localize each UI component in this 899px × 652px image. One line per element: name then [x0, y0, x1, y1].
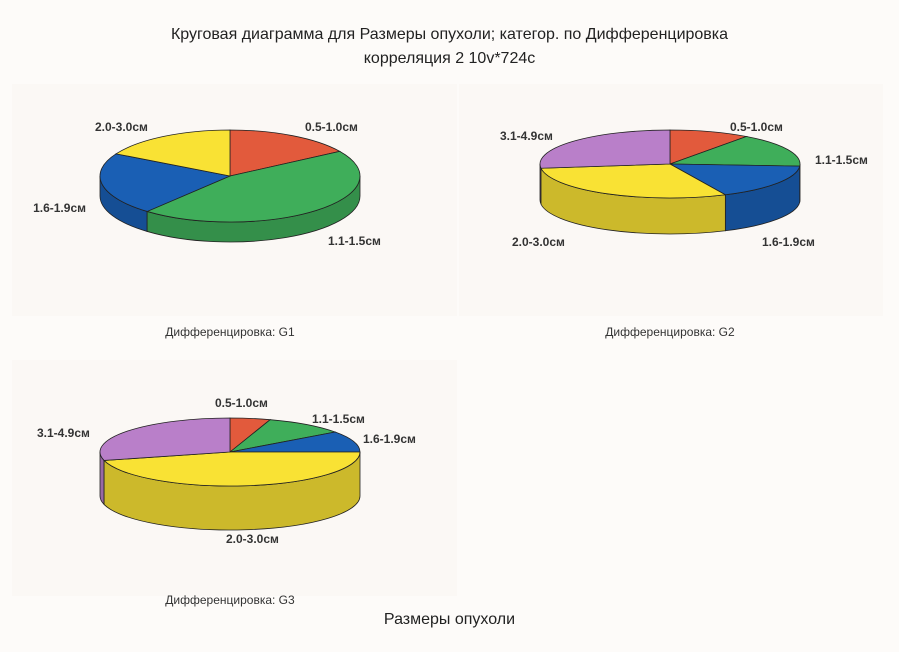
slice-label-1.1-1.5см: 1.1-1.5см	[815, 153, 868, 167]
slice-label-0.5-1.0см: 0.5-1.0см	[730, 120, 783, 134]
slice-label-3.1-4.9см: 3.1-4.9см	[37, 426, 90, 440]
slice-label-2.0-3.0см: 2.0-3.0см	[226, 532, 279, 546]
pie-slice-0.5-1.0см	[229, 129, 341, 177]
pie-chart-1: 0.5-1.0см 1.1-1.5см 1.6-1.9см 2.0-3.0см Дифф…	[12, 84, 457, 339]
slice-label-1.6-1.9см: 1.6-1.9см	[363, 432, 416, 446]
panel-caption-3: Дифференцировка: G3	[165, 593, 295, 607]
pie-slice-1.1-1.5см	[229, 419, 337, 453]
pie-slice-1.6-1.9см	[669, 163, 801, 196]
pie-slice-1.6-1.9см	[99, 153, 232, 212]
chart-subtitle: корреляция 2 10v*724c	[363, 50, 536, 67]
slice-label-0.5-1.0см: 0.5-1.0см	[215, 396, 268, 410]
chart-title: Круговая диаграмма для Размеры опухоли; …	[170, 26, 729, 43]
pie-slice-2.0-3.0см	[103, 451, 361, 487]
slice-label-1.1-1.5см: 1.1-1.5см	[328, 234, 381, 248]
pie-slice-2.0-3.0см	[540, 163, 727, 199]
slice-label-2.0-3.0см: 2.0-3.0см	[95, 120, 148, 134]
pie-slice-1.1-1.5см	[669, 136, 801, 167]
pie-slice-3.1-4.9см	[99, 417, 231, 461]
pie-chart-3: 0.5-1.0см 1.1-1.5см 1.6-1.9см 2.0-3.0см 3.1-…	[12, 360, 457, 607]
pie-slice-0.5-1.0см	[669, 129, 748, 165]
pie-slice-1.6-1.9см	[229, 431, 361, 453]
slice-label-0.5-1.0см: 0.5-1.0см	[305, 120, 358, 134]
pie-slice-3.1-4.9см	[539, 129, 671, 169]
panel-caption-2: Дифференцировка: G2	[605, 325, 735, 339]
pie-chart-2: 0.5-1.0см 1.1-1.5см 1.6-1.9см 2.0-3.0см 3.1-…	[459, 84, 883, 339]
slice-label-2.0-3.0см: 2.0-3.0см	[512, 235, 565, 249]
pie-slice-2.0-3.0см	[115, 129, 231, 177]
pie-slice-1.1-1.5см	[145, 150, 361, 223]
panel-caption-1: Дифференцировка: G1	[165, 325, 295, 339]
bottom-axis-title: Размеры опухоли	[383, 611, 516, 628]
slice-label-1.1-1.5см: 1.1-1.5см	[312, 412, 365, 426]
slice-label-3.1-4.9см: 3.1-4.9см	[500, 129, 553, 143]
slice-label-1.6-1.9см: 1.6-1.9см	[33, 201, 86, 215]
slice-label-1.6-1.9см: 1.6-1.9см	[762, 235, 815, 249]
